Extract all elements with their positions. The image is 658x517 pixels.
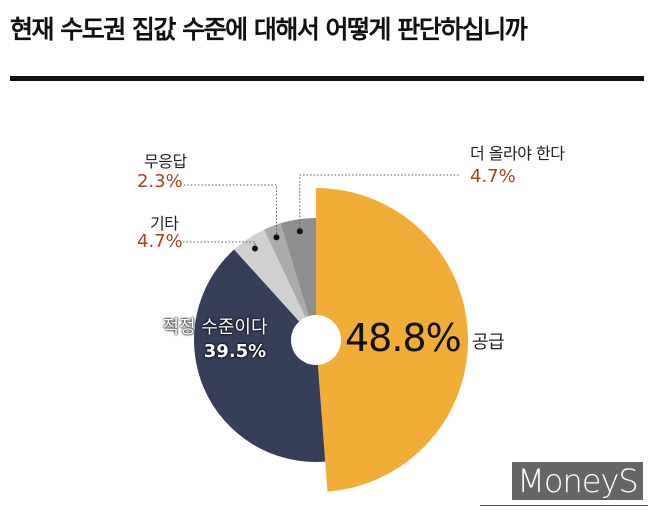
donut-hole <box>291 315 341 365</box>
label-no-answer: 무응답 <box>144 152 187 171</box>
slice-no-answer <box>264 223 316 340</box>
label-adequate: 적정 수준이다 <box>162 317 268 338</box>
value-adequate: 39.5% <box>203 341 267 362</box>
slice-adequate <box>194 249 326 462</box>
leader-line-slice-should-rise <box>299 174 460 232</box>
label-should-rise: 더 올라야 한다 <box>470 144 565 163</box>
leader-dot-slice-should-rise <box>296 228 303 235</box>
bottom-divider <box>480 505 648 506</box>
leader-dot-slice-no-answer <box>273 234 280 241</box>
moneys-logo: MoneyS <box>512 462 643 500</box>
title-divider <box>10 76 644 81</box>
value-supply: 48.8% <box>345 316 462 360</box>
slice-supply <box>316 188 468 492</box>
label-supply: 공급 <box>472 332 505 353</box>
leader-dot-slice-other <box>252 245 259 252</box>
value-no-answer: 2.3% <box>137 171 183 192</box>
value-other: 4.7% <box>137 231 183 252</box>
value-should-rise: 4.7% <box>470 166 516 187</box>
slice-other <box>234 229 316 340</box>
chart-title: 현재 수도권 집값 수준에 대해서 어떻게 판단하십니까 <box>10 15 528 44</box>
slice-should-rise <box>280 218 316 340</box>
leader-line-slice-no-answer <box>182 184 277 238</box>
label-other: 기타 <box>150 214 179 233</box>
